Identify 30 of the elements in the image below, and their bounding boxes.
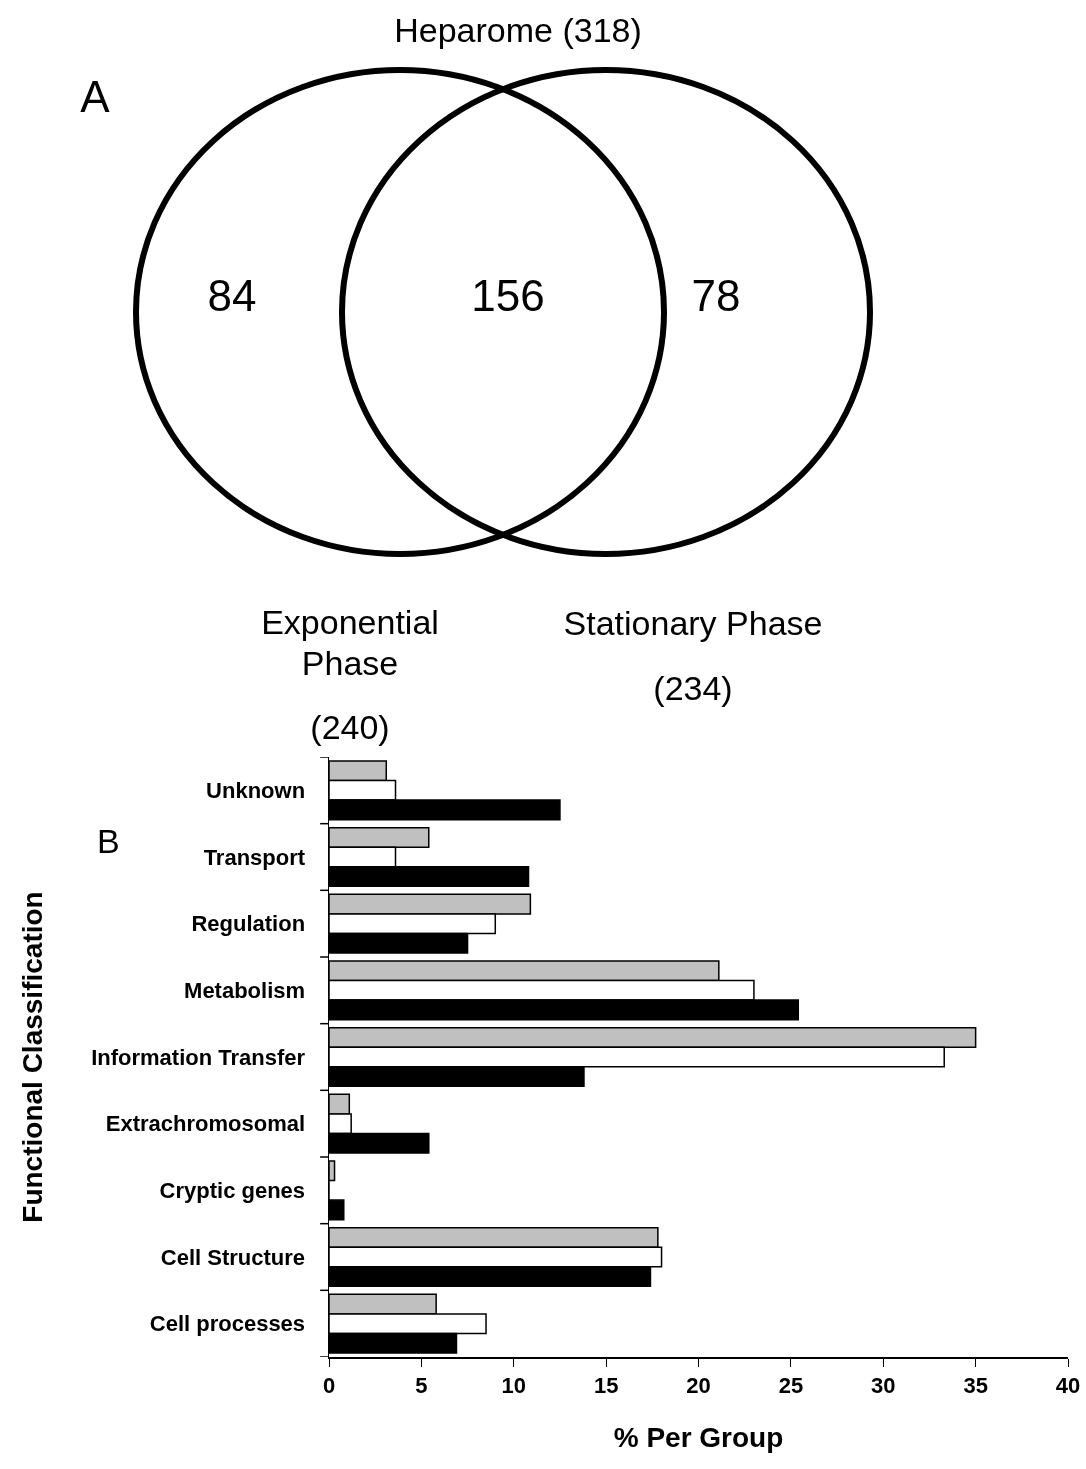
y-tick-label: Cell Structure [160,1244,306,1270]
y-tick-label: Metabolism [184,978,306,1004]
y-tick-label: Information Transfer [91,1044,306,1070]
x-tick-label: 0 [322,1372,336,1398]
y-axis-title: Functional Classification [17,891,49,1223]
text: (240) [310,707,390,747]
x-tick-label: 40 [1055,1372,1081,1398]
y-tick-label: Cell processes [149,1311,306,1337]
text: Stationary Phase [563,603,823,643]
x-axis-title: % Per Group [613,1421,784,1453]
text: Exponential Phase [260,602,440,684]
x-tick-label: 25 [778,1372,804,1398]
x-tick-label: 10 [501,1372,526,1398]
x-tick-label: 20 [686,1372,711,1398]
y-tick-label: Extrachromosomal [105,1111,306,1137]
y-tick-label: Cryptic genes [159,1178,306,1204]
x-tick-label: 15 [593,1372,619,1398]
y-tick-label: Regulation [191,911,306,937]
text: B [97,822,120,860]
text: (234) [653,668,733,708]
text: Heparome (318) [394,10,642,50]
y-tick-label: Transport [203,844,306,870]
x-tick-label: 35 [963,1372,988,1398]
text: 156 [471,271,545,321]
text: 78 [691,271,741,321]
text: A [80,72,110,122]
text: 84 [207,271,257,321]
y-tick-label: Unknown [206,778,306,804]
x-tick-label: 5 [415,1372,428,1398]
x-tick-label: 30 [871,1372,896,1398]
